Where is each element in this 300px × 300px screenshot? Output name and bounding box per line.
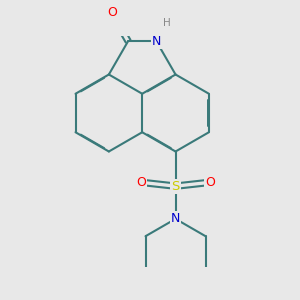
Text: N: N (152, 35, 161, 48)
Text: H: H (163, 18, 171, 28)
Text: N: N (171, 212, 180, 225)
Text: O: O (107, 6, 117, 19)
Text: O: O (205, 176, 215, 189)
Text: O: O (136, 176, 146, 189)
Text: S: S (171, 180, 180, 193)
